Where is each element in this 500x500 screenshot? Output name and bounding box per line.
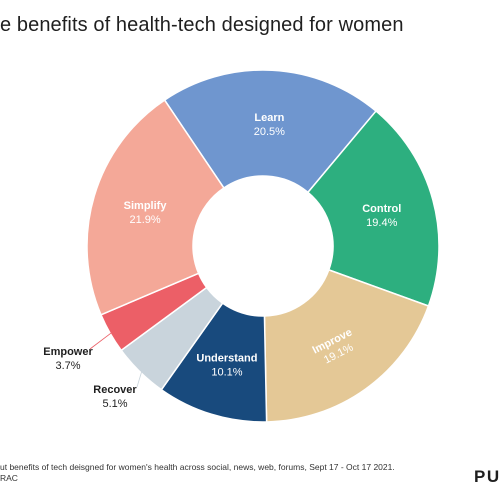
source-line-1: ut benefits of tech deisgned for women's…: [0, 462, 395, 472]
donut-slices: [86, 69, 440, 423]
source-line-2: RAC: [0, 473, 18, 483]
slice-label-simplify: Simplify: [124, 200, 168, 212]
slice-value-empower: 3.7%: [55, 360, 80, 372]
brand-logo: PUL: [474, 467, 500, 486]
chart-title: e benefits of health-tech designed for w…: [0, 14, 404, 36]
slice-value-simplify: 21.9%: [129, 214, 160, 226]
slice-label-control: Control: [362, 203, 401, 215]
leader-line-recover: [136, 368, 143, 388]
leader-line-empower: [89, 330, 114, 350]
slice-labels: Learn20.5%Control19.4%Improve19.1%Unders…: [43, 112, 401, 410]
slice-learn: [163, 69, 378, 194]
slice-label-learn: Learn: [254, 112, 284, 124]
slice-improve: [263, 268, 430, 423]
slice-value-learn: 20.5%: [254, 126, 285, 138]
slice-label-recover: Recover: [93, 384, 137, 396]
slice-value-recover: 5.1%: [102, 398, 127, 410]
leader-lines: [89, 330, 143, 388]
source-note: ut benefits of tech deisgned for women's…: [0, 462, 395, 484]
slice-value-understand: 10.1%: [211, 367, 242, 379]
slice-control: [306, 110, 440, 307]
slice-label-understand: Understand: [196, 353, 257, 365]
slice-simplify: [86, 99, 225, 316]
slice-value-control: 19.4%: [366, 217, 397, 229]
slice-label-empower: Empower: [43, 346, 93, 358]
